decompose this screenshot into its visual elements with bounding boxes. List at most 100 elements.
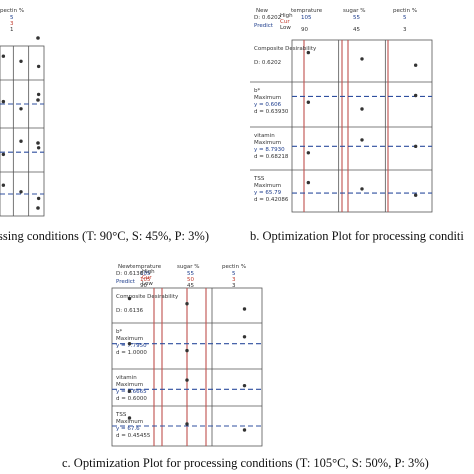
panel-c-level-name-0: High <box>142 269 155 275</box>
panel-b-row-goal-3: Maximum <box>254 183 281 189</box>
panel-b-curve-point-1-0 <box>306 100 311 104</box>
panel-b-high-value-2: 5 <box>403 15 407 21</box>
panel-b-row-name-3: TSS <box>253 176 265 182</box>
panel-c-curve-point-2-1 <box>185 378 189 382</box>
panel-a-curve-point-1-2 <box>36 92 41 97</box>
panel-c-level-name-2: Low <box>142 281 153 287</box>
panel-b-curve-point-3-2 <box>413 193 418 197</box>
panel-c-predict-label: Predict <box>116 279 136 285</box>
panel-c-level-name-1: Cur <box>142 275 152 281</box>
panel-a-curve-point-1-0 <box>1 99 6 104</box>
panel-c-d-label: D: 0.6136 <box>116 271 144 277</box>
panel-c-row-d-2: d = 0.6000 <box>116 396 147 402</box>
panel-b-factor-name-1: sugar % <box>343 8 365 14</box>
panel-b-d-label: D: 0.6202 <box>254 15 281 21</box>
panel-b-curve-point-2-2 <box>413 144 418 149</box>
panel-b-row-goal-2: Maximum <box>254 140 281 146</box>
panel-b-curve-point-2-1 <box>360 138 364 142</box>
panel-b-curve-point-0-2 <box>413 63 418 67</box>
panel-b-row-name-1: b* <box>254 88 260 94</box>
panel-b-level-name-2: Low <box>280 25 291 31</box>
panel-a-edge-point-2 <box>36 141 40 145</box>
panel-b-row-name-0: Composite Desirability <box>254 46 317 52</box>
panel-c-cur-value-0: 105 <box>140 277 151 283</box>
panel-c-row-goal-1: Maximum <box>116 336 143 342</box>
panel-c-row-goal-3: Maximum <box>116 419 143 425</box>
panel-a-curve-point-3-1 <box>19 190 23 194</box>
panel-b-row-d-3: d = 0.42086 <box>254 197 289 203</box>
panel-b-level-name-0: High <box>280 13 293 19</box>
panel-b-curve-point-1-1 <box>360 107 364 111</box>
panel-c-cur-value-2: 3 <box>232 277 236 283</box>
panel-a-high-value-2: 5 <box>10 15 14 21</box>
panel-c-factor-name-0: temprature <box>130 264 162 270</box>
panel-c-row-d-3: d = 0.45455 <box>116 433 151 439</box>
panel-b-row-d-2: d = 0.68218 <box>254 154 289 160</box>
panel-a-curve-point-0-2 <box>36 64 41 69</box>
panel-b-curve-point-1-2 <box>413 93 418 98</box>
panel-b-row-name-2: vitamin <box>254 133 275 139</box>
panel-c-low-value-0: 90 <box>140 283 147 289</box>
panel-b-curve-point-3-0 <box>306 180 311 185</box>
panel-a-edge-point-3 <box>36 206 40 210</box>
panel-c-row-name-2: vitamin <box>116 375 137 381</box>
panel-a-curve-point-2-0 <box>1 152 6 157</box>
panel-c-high-value-1: 55 <box>187 271 194 277</box>
caption-b: b. Optimization Plot for processing cond… <box>250 229 464 243</box>
panel-a-curve-point-3-2 <box>36 196 41 201</box>
panel-c-row-name-1: b* <box>116 329 122 335</box>
panel-a-curve-point-2-2 <box>36 146 41 150</box>
panel-c-curve-point-3-2 <box>242 428 247 432</box>
panel-c-factor-name-1: sugar % <box>177 264 199 270</box>
panel-b-factor-name-2: pectin % <box>393 8 417 14</box>
panel-b-factor-name-0: temprature <box>291 8 323 14</box>
panel-b-row-composite-d-0: D: 0.6202 <box>254 60 281 66</box>
panel-c-cur-value-1: 50 <box>187 277 194 283</box>
panel-a-curve-point-2-1 <box>19 139 23 143</box>
panel-c-curve-point-3-0 <box>127 416 132 420</box>
caption-a: ssing conditions (T: 90°C, S: 45%, P: 3%… <box>0 229 209 243</box>
panel-a-low-value-2: 1 <box>10 27 14 33</box>
panel-b-row-y-2: y = 8.7930 <box>254 147 285 153</box>
panel-c-row-name-3: TSS <box>115 412 127 418</box>
panel-b-low-value-0: 90 <box>301 27 308 33</box>
panel-c-curve-point-3-1 <box>185 422 189 426</box>
panel-c-curve-point-2-2 <box>242 383 247 388</box>
panel-a-curve-point-1-1 <box>19 107 23 111</box>
panel-c-row-name-0: Composite Desirability <box>116 294 179 300</box>
panel-b-frame <box>291 39 433 213</box>
panel-c-curve-point-1-0 <box>127 342 132 346</box>
panel-c-factor-name-2: pectin % <box>222 264 246 270</box>
panel-b-curve-point-0-0 <box>306 50 311 55</box>
panel-b-curve-point-2-0 <box>306 151 311 155</box>
panel-a-curve-point-0-1 <box>19 59 23 63</box>
panel-c-curve-point-2-0 <box>127 389 132 393</box>
panel-a-cur-value-2: 3 <box>10 21 14 27</box>
panel-c-curve-point-0-0 <box>127 296 132 301</box>
panel-a-edge-point-1 <box>36 98 40 102</box>
panel-b-row-y-1: y = 0.606 <box>254 102 282 108</box>
panel-a-factor-name-2: pectin % <box>0 8 24 14</box>
panel-a-curve-point-3-0 <box>1 183 6 187</box>
panel-c-low-value-1: 45 <box>187 283 194 289</box>
panel-c-row-d-1: d = 1.0000 <box>116 350 147 356</box>
panel-c-row-y-2: y = 8.6665 <box>116 389 147 395</box>
panel-b-low-value-1: 45 <box>353 27 360 33</box>
panel-c-high-value-0: 105 <box>140 271 151 277</box>
panel-c-curve-point-1-2 <box>242 335 247 339</box>
panel-b-low-value-2: 3 <box>403 27 407 33</box>
panel-b-high-value-0: 105 <box>301 15 312 21</box>
panel-b-row-d-1: d = 0.63930 <box>254 109 289 115</box>
panel-c-row-goal-2: Maximum <box>116 382 143 388</box>
panel-b-predict-label: Predict <box>254 23 274 29</box>
panel-b-curve-point-3-1 <box>360 187 364 191</box>
panel-b-level-name-1: Cur <box>280 19 290 25</box>
panel-c-curve-point-0-2 <box>242 307 247 311</box>
panel-a-curve-point-0-0 <box>1 54 6 58</box>
panel-c-row-y-1: y = 7.7950 <box>116 343 147 349</box>
panel-c-row-y-3: y = 67.6 <box>116 426 140 432</box>
panel-c-curve-point-1-1 <box>185 348 189 353</box>
panel-b-high-value-1: 55 <box>353 15 360 21</box>
panel-b-row-goal-1: Maximum <box>254 95 281 101</box>
